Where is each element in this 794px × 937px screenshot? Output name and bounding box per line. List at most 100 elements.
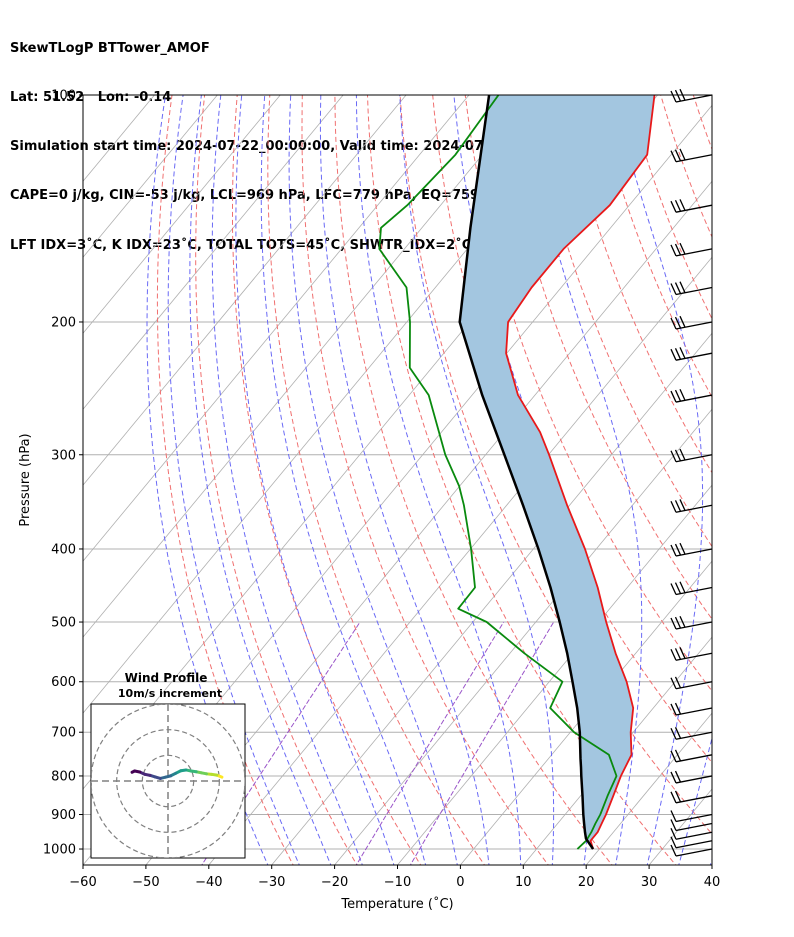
isotherm-line [711,864,712,865]
dry-adiabat [497,95,712,620]
isotherm-line [271,332,712,865]
wind-barb-flag [679,542,686,555]
wind-barb-shaft [675,94,713,103]
wind-barb-shaft [675,394,713,403]
wind-barb [670,281,713,296]
wind-barb-shaft [675,795,713,804]
hodograph-plot [91,704,245,858]
wind-barb [670,199,713,213]
x-tick-label: −40 [195,875,222,890]
moist-adiabat [260,95,427,865]
y-tick-label: 300 [51,448,76,463]
wind-barb [670,676,713,690]
moist-adiabat [355,95,522,865]
wind-barb [670,448,713,463]
wind-barb-flag [679,242,686,255]
wind-barb-flag [670,819,677,831]
wind-barb-flag [670,617,677,630]
isotherm-line [83,95,344,410]
wind-barb-shaft [675,754,713,763]
parcel-profile [458,95,595,850]
wind-barb-flag [679,199,686,211]
x-tick-label: −20 [321,875,348,890]
wind-barb-flag [674,543,682,556]
isotherm-line [459,560,712,865]
wind-barb-flag [679,615,686,628]
wind-barb [670,388,713,403]
hodograph [90,703,246,859]
wind-barb [670,827,713,840]
moist-adiabat [522,95,643,865]
wind-barb-flag [674,648,682,660]
wind-barb-flag [674,702,682,715]
isotherm-line [648,788,712,865]
wind-barb [670,790,713,804]
wind-barb-layer [670,88,713,857]
moist-adiabat [613,95,704,865]
wind-barb-shaft [675,813,713,823]
wind-barb-flag [674,790,682,803]
wind-barb-shaft [675,321,713,330]
wind-barb-shaft [675,840,713,849]
y-tick-label: 600 [51,675,76,690]
hodograph-title: Wind Profile [125,671,208,685]
wind-barb-shaft [675,248,713,257]
x-axis-label: Temperature (˚C) [340,896,453,912]
wind-barb-flag [670,727,677,740]
wind-barb-flag [670,200,677,213]
wind-barb-flag [674,676,682,689]
dry-adiabat [195,95,358,865]
wind-barb-shaft [675,352,713,361]
y-axis-label: Pressure (hPa) [18,433,33,526]
isotherm-line [396,484,712,865]
wind-barb-flag [670,390,677,403]
y-tick-label: 100 [51,89,76,104]
mixing-ratio-line [355,621,505,865]
wind-barb-flag [679,448,686,461]
wind-barb-shaft [675,621,713,630]
wind-barb-flag [674,749,682,762]
x-tick-label: 10 [515,875,532,890]
wind-barb-flag [670,450,677,463]
wind-barb-shaft [675,652,713,661]
wind-barb [670,148,713,163]
x-tick-label: 0 [456,875,464,890]
wind-barb-shaft [675,548,713,557]
wind-barb-flag [679,347,686,359]
wind-barb [670,347,713,361]
wind-barb-flag [674,770,682,783]
wind-barb-shaft [675,504,713,513]
x-tick-label: −30 [258,875,285,890]
wind-barb-shaft [675,286,713,296]
cin-shading [459,95,655,849]
wind-barb [670,727,713,740]
isotherm-line [334,408,712,865]
wind-barb-shaft [675,154,713,163]
wind-barb [670,844,713,857]
wind-barb-flag [679,647,686,659]
mixing-ratio-line [409,621,555,865]
wind-barb-shaft [675,831,713,840]
x-tick-label: −50 [132,875,159,890]
hodograph-segment [130,769,137,774]
dry-adiabat [692,95,712,151]
wind-barb-flag [670,844,677,857]
moist-adiabat [399,95,555,865]
wind-barb-shaft [675,707,713,716]
wind-barb [670,810,713,823]
y-tick-label: 700 [51,726,76,741]
moist-adiabat [146,95,269,865]
y-tick-label: 500 [51,616,76,631]
wind-barb-flag [674,727,682,739]
wind-barb-flag [674,243,682,256]
wind-barb-flag [670,648,677,661]
wind-barb-flag [679,499,686,511]
wind-barb-flag [674,616,682,629]
dry-adiabat [627,95,712,320]
y-tick-label: 400 [51,542,76,557]
wind-barb-flag [670,244,677,257]
wind-barb-flag [674,449,682,462]
profile-layer [378,95,656,850]
wind-barb [670,770,713,784]
isotherm-line [772,78,794,868]
